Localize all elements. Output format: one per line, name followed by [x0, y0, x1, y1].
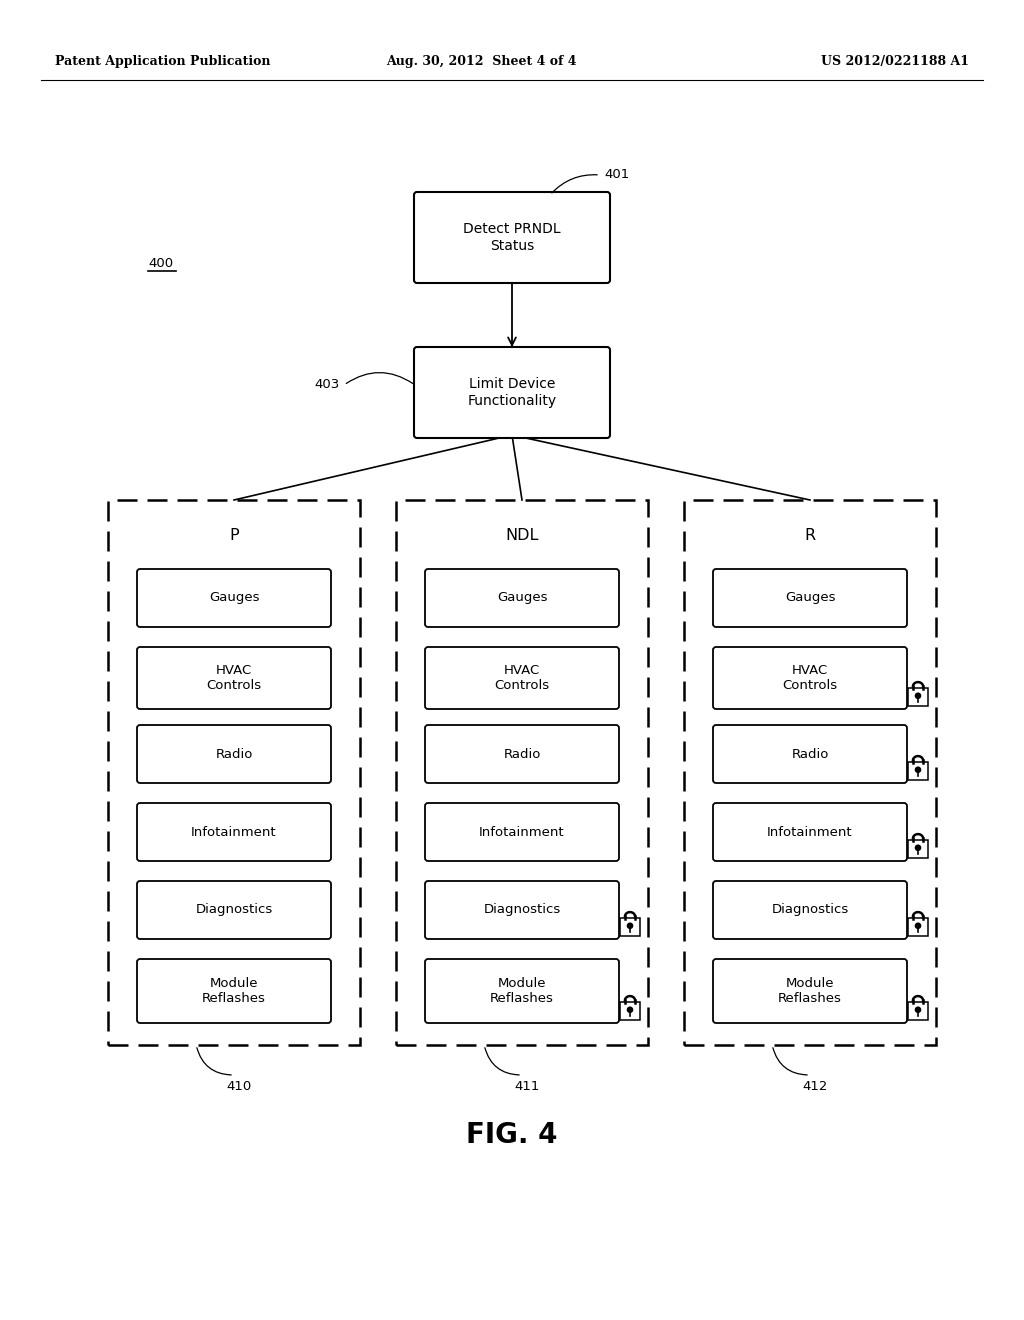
Text: 400: 400	[148, 257, 173, 271]
Text: 403: 403	[314, 379, 340, 392]
Text: Infotainment: Infotainment	[479, 825, 565, 838]
Circle shape	[628, 1007, 633, 1012]
FancyBboxPatch shape	[713, 880, 907, 939]
Text: Radio: Radio	[215, 747, 253, 760]
FancyBboxPatch shape	[425, 880, 618, 939]
Text: Gauges: Gauges	[784, 591, 836, 605]
Text: 401: 401	[604, 169, 630, 181]
FancyBboxPatch shape	[620, 1002, 640, 1020]
FancyBboxPatch shape	[425, 960, 618, 1023]
Text: NDL: NDL	[505, 528, 539, 544]
Text: Gauges: Gauges	[497, 591, 547, 605]
FancyBboxPatch shape	[684, 500, 936, 1045]
FancyBboxPatch shape	[414, 191, 610, 282]
Text: 411: 411	[514, 1080, 540, 1093]
FancyBboxPatch shape	[137, 803, 331, 861]
Text: Aug. 30, 2012  Sheet 4 of 4: Aug. 30, 2012 Sheet 4 of 4	[386, 55, 577, 69]
Circle shape	[628, 923, 633, 928]
FancyBboxPatch shape	[137, 569, 331, 627]
FancyBboxPatch shape	[907, 762, 929, 780]
Text: 412: 412	[803, 1080, 827, 1093]
FancyBboxPatch shape	[713, 960, 907, 1023]
FancyBboxPatch shape	[713, 647, 907, 709]
Text: Detect PRNDL
Status: Detect PRNDL Status	[463, 222, 561, 252]
Text: Diagnostics: Diagnostics	[483, 903, 560, 916]
FancyBboxPatch shape	[713, 569, 907, 627]
FancyBboxPatch shape	[713, 803, 907, 861]
FancyBboxPatch shape	[425, 725, 618, 783]
Text: Infotainment: Infotainment	[191, 825, 276, 838]
Text: P: P	[229, 528, 239, 544]
FancyBboxPatch shape	[425, 569, 618, 627]
Text: Infotainment: Infotainment	[767, 825, 853, 838]
FancyBboxPatch shape	[620, 917, 640, 936]
FancyBboxPatch shape	[907, 917, 929, 936]
Circle shape	[915, 693, 921, 698]
FancyBboxPatch shape	[425, 647, 618, 709]
Circle shape	[915, 845, 921, 850]
FancyBboxPatch shape	[907, 840, 929, 858]
Text: HVAC
Controls: HVAC Controls	[207, 664, 261, 692]
FancyBboxPatch shape	[414, 347, 610, 438]
Text: Diagnostics: Diagnostics	[196, 903, 272, 916]
FancyBboxPatch shape	[137, 647, 331, 709]
FancyBboxPatch shape	[713, 725, 907, 783]
FancyBboxPatch shape	[137, 880, 331, 939]
FancyBboxPatch shape	[907, 1002, 929, 1020]
FancyBboxPatch shape	[108, 500, 360, 1045]
FancyBboxPatch shape	[137, 960, 331, 1023]
Text: FIG. 4: FIG. 4	[466, 1121, 558, 1148]
Text: R: R	[805, 528, 815, 544]
FancyBboxPatch shape	[137, 725, 331, 783]
FancyBboxPatch shape	[396, 500, 648, 1045]
Text: Radio: Radio	[792, 747, 828, 760]
Circle shape	[915, 767, 921, 772]
Text: Limit Device
Functionality: Limit Device Functionality	[467, 378, 557, 408]
Text: Module
Reflashes: Module Reflashes	[202, 977, 266, 1005]
Text: Patent Application Publication: Patent Application Publication	[55, 55, 270, 69]
Text: Radio: Radio	[504, 747, 541, 760]
Text: HVAC
Controls: HVAC Controls	[782, 664, 838, 692]
Text: US 2012/0221188 A1: US 2012/0221188 A1	[821, 55, 969, 69]
Text: Module
Reflashes: Module Reflashes	[490, 977, 554, 1005]
Text: Module
Reflashes: Module Reflashes	[778, 977, 842, 1005]
Circle shape	[915, 923, 921, 928]
Text: HVAC
Controls: HVAC Controls	[495, 664, 550, 692]
Text: Gauges: Gauges	[209, 591, 259, 605]
Text: 410: 410	[226, 1080, 252, 1093]
FancyBboxPatch shape	[425, 803, 618, 861]
Circle shape	[915, 1007, 921, 1012]
FancyBboxPatch shape	[907, 688, 929, 706]
Text: Diagnostics: Diagnostics	[771, 903, 849, 916]
